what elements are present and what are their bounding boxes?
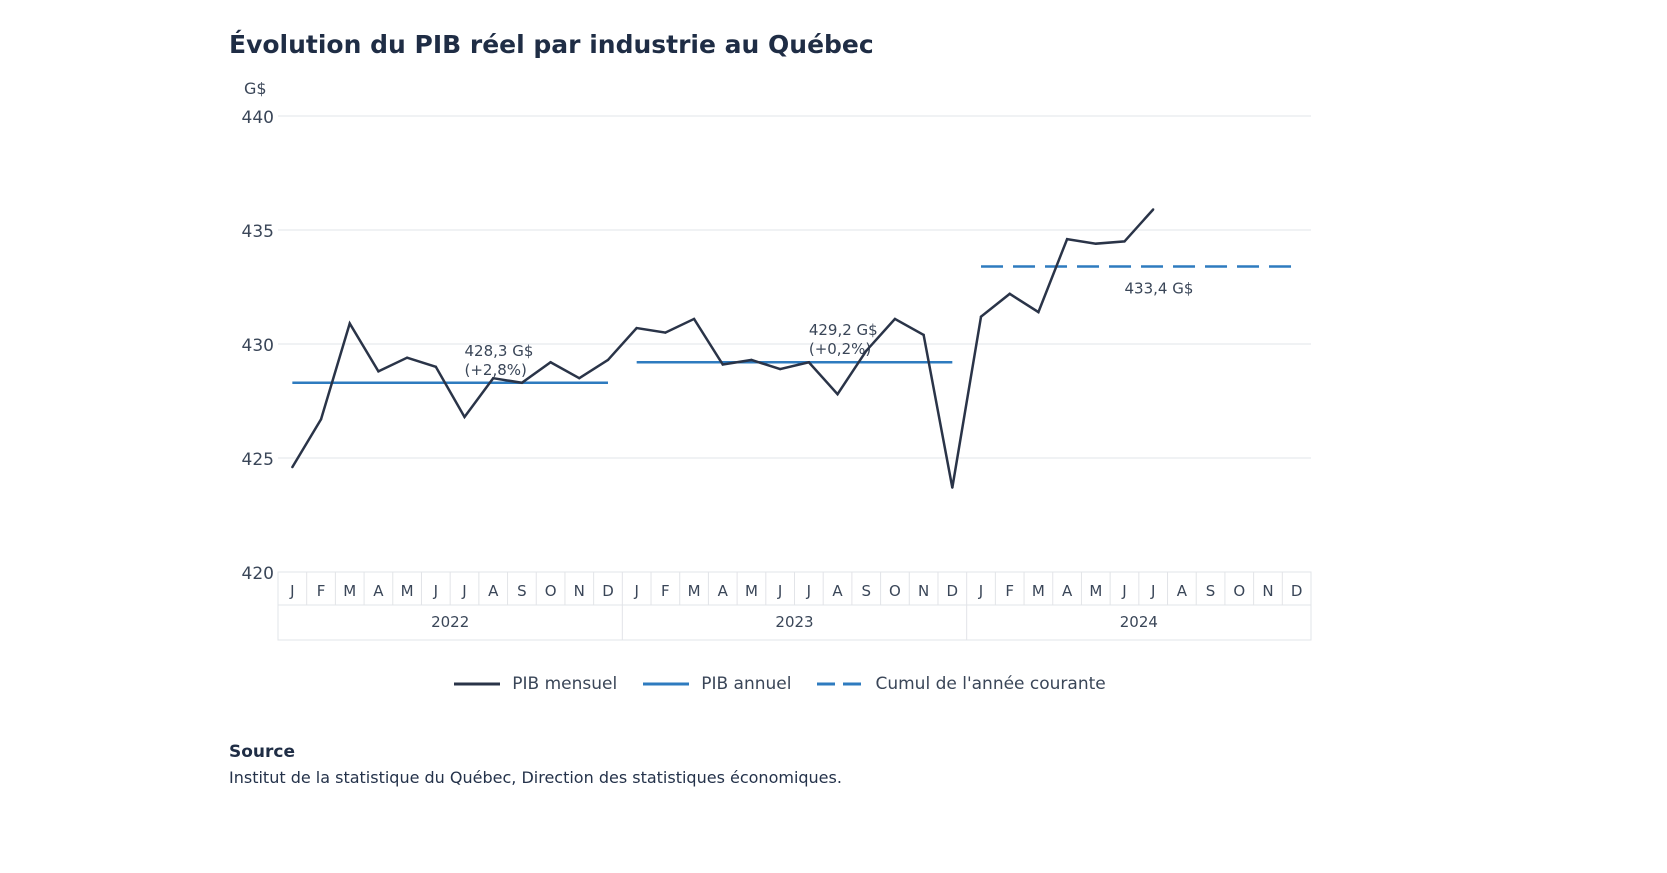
x-tick-label-month: O	[545, 582, 557, 600]
x-tick-label-month: D	[1291, 582, 1303, 600]
x-tick-label-month: S	[861, 582, 871, 600]
monthly-point	[664, 331, 667, 334]
monthly-point	[520, 381, 524, 384]
monthly-point	[1065, 237, 1069, 241]
x-tick-label-month: D	[602, 582, 614, 600]
x-tick-label-year: 2022	[431, 613, 469, 631]
monthly-point	[979, 315, 983, 318]
y-tick-label: 435	[242, 222, 274, 242]
chart-title: Évolution du PIB réel par industrie au Q…	[229, 30, 874, 59]
x-tick-label-month: N	[1262, 582, 1273, 600]
source-title: Source	[229, 742, 296, 762]
monthly-point	[807, 361, 811, 364]
monthly-point	[1037, 310, 1040, 314]
x-tick-label-month: M	[1032, 582, 1045, 600]
monthly-point	[319, 418, 323, 421]
source-text: Institut de la statistique du Québec, Di…	[229, 768, 842, 787]
monthly-point	[348, 322, 351, 325]
x-tick-label-month: D	[947, 582, 959, 600]
ytd-label: 433,4 G$	[1124, 279, 1193, 297]
x-tick-label-month: M	[1089, 582, 1102, 600]
monthly-point	[893, 317, 897, 321]
x-tick-label-month: O	[889, 582, 901, 600]
annual-change-label: (+2,8%)	[465, 361, 527, 379]
monthly-point	[405, 356, 409, 359]
x-tick-label-month: F	[317, 582, 326, 600]
monthly-point	[492, 377, 495, 380]
y-tick-label: 420	[242, 564, 274, 584]
x-tick-label-month: J	[777, 582, 782, 600]
x-tick-label-month: A	[1062, 582, 1073, 600]
x-tick-label-month: J	[1150, 582, 1155, 600]
monthly-point	[692, 317, 696, 321]
legend-label: PIB annuel	[701, 674, 792, 694]
x-tick-label-month: A	[488, 582, 499, 600]
monthly-point	[291, 465, 294, 469]
legend-swatch-monthly	[454, 682, 501, 686]
monthly-point	[1008, 292, 1011, 296]
legend-item-monthly[interactable]: PIB mensuel	[454, 674, 617, 694]
x-tick-label-month: A	[718, 582, 729, 600]
monthly-point	[750, 358, 753, 362]
x-tick-label-month: N	[574, 582, 585, 600]
x-tick-label-month: F	[1005, 582, 1014, 600]
monthly-point	[549, 361, 552, 364]
x-tick-label-month: J	[433, 582, 438, 600]
x-tick-label-month: S	[1206, 582, 1216, 600]
x-tick-label-month: O	[1233, 582, 1245, 600]
monthly-point	[463, 415, 466, 419]
monthly-point	[1123, 240, 1126, 243]
monthly-point	[836, 392, 839, 396]
x-tick-label-month: J	[1121, 582, 1126, 600]
y-tick-label: 425	[242, 450, 274, 470]
y-tick-label: 440	[242, 108, 274, 128]
legend-label: Cumul de l'année courante	[875, 674, 1106, 694]
x-tick-label-month: J	[461, 582, 466, 600]
x-tick-label-year: 2024	[1120, 613, 1158, 631]
legend: PIB mensuel PIB annuel Cumul de l'année …	[0, 674, 1560, 694]
legend-label: PIB mensuel	[512, 674, 618, 694]
x-tick-label-month: A	[1177, 582, 1188, 600]
monthly-point	[951, 486, 954, 489]
monthly-point	[1151, 208, 1155, 211]
monthly-point	[865, 349, 868, 353]
monthly-point	[434, 365, 438, 368]
x-tick-label-year: 2023	[775, 613, 813, 631]
x-tick-label-month: N	[918, 582, 929, 600]
x-tick-label-month: M	[343, 582, 356, 600]
y-tick-label: 430	[242, 336, 274, 356]
monthly-point	[635, 326, 638, 330]
legend-item-annual[interactable]: PIB annuel	[643, 674, 791, 694]
x-tick-label-month: J	[289, 582, 294, 600]
x-tick-label-month: J	[633, 582, 638, 600]
x-tick-label-month: J	[806, 582, 811, 600]
monthly-point	[377, 370, 380, 373]
monthly-point	[578, 377, 581, 380]
x-tick-label-month: F	[661, 582, 670, 600]
annual-label: 429,2 G$	[809, 321, 878, 339]
y-axis-unit: G$	[244, 79, 267, 98]
x-tick-label-month: M	[401, 582, 414, 600]
annual-label: 428,3 G$	[465, 342, 534, 360]
monthly-line	[291, 208, 1155, 488]
x-tick-label-month: A	[832, 582, 843, 600]
monthly-point	[778, 367, 782, 371]
x-tick-label-month: S	[517, 582, 527, 600]
x-tick-label-month: M	[745, 582, 758, 600]
x-tick-label-month: M	[688, 582, 701, 600]
monthly-point	[1094, 242, 1097, 245]
monthly-point	[606, 358, 610, 362]
legend-item-ytd[interactable]: Cumul de l'année courante	[817, 674, 1106, 694]
monthly-point	[721, 363, 724, 366]
legend-swatch-annual	[643, 682, 690, 686]
x-tick-label-month: J	[978, 582, 983, 600]
x-tick-label-month: A	[373, 582, 384, 600]
monthly-point	[922, 333, 925, 337]
legend-swatch-ytd	[817, 682, 864, 686]
annual-change-label: (+0,2%)	[809, 340, 871, 358]
